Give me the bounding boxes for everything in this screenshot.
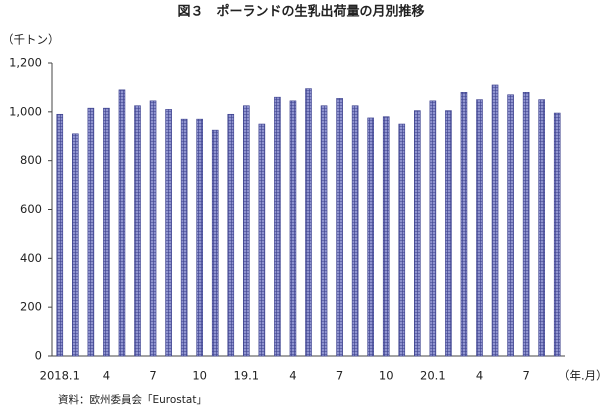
- x-tick-label: 19.1: [234, 369, 260, 383]
- bar: [429, 100, 437, 357]
- bar: [180, 118, 188, 357]
- bar: [414, 110, 421, 357]
- x-tick-label: 10: [379, 369, 394, 383]
- bar: [149, 100, 157, 357]
- bar: [243, 105, 250, 357]
- bar: [134, 105, 141, 357]
- bar: [103, 107, 110, 357]
- bar: [382, 116, 390, 357]
- x-tick-label: 4: [103, 369, 110, 383]
- x-tick-label: 4: [289, 369, 296, 383]
- bar: [491, 84, 499, 357]
- y-tick-label: 800: [20, 153, 42, 167]
- bar: [553, 112, 561, 357]
- bar: [196, 118, 203, 357]
- bar: [507, 94, 514, 357]
- chart-title: 図３ ポーランドの生乳出荷量の月別推移: [177, 4, 424, 20]
- bar: [274, 96, 281, 357]
- bar: [72, 133, 79, 357]
- bar: [56, 113, 64, 357]
- bar: [336, 98, 343, 357]
- x-tick-label: 7: [522, 369, 529, 383]
- y-tick-label: 1,000: [9, 104, 42, 118]
- bar: [165, 109, 172, 357]
- y-axis-label: （千トン）: [2, 33, 60, 47]
- bar: [367, 117, 374, 357]
- y-tick-label: 400: [20, 251, 42, 265]
- bar: [305, 88, 312, 357]
- x-tick-label: 10: [192, 369, 207, 383]
- bar: [211, 129, 219, 357]
- source-note: 資料：欧州委員会「Eurostat」: [58, 393, 207, 406]
- x-axis-label: （年.月）: [558, 369, 603, 383]
- x-tick-label: 20.1: [420, 369, 446, 383]
- y-tick-label: 600: [20, 202, 42, 216]
- y-tick-label: 1,200: [9, 56, 42, 70]
- bar: [445, 110, 452, 357]
- bar: [538, 99, 545, 357]
- x-tick-label: 4: [476, 369, 483, 383]
- bar: [227, 113, 235, 357]
- bar: [476, 99, 483, 357]
- x-tick-label: 7: [149, 369, 156, 383]
- bar: [320, 105, 328, 357]
- bar: [118, 89, 126, 357]
- bar: [289, 100, 297, 357]
- bar: [258, 123, 266, 357]
- y-tick-label: 0: [35, 349, 42, 363]
- bar: [522, 92, 530, 357]
- bar: [460, 92, 468, 357]
- bar: [87, 107, 95, 357]
- bar: [398, 123, 406, 357]
- x-tick-label: 7: [336, 369, 343, 383]
- y-tick-label: 200: [20, 300, 42, 314]
- x-tick-label: 2018.1: [40, 369, 80, 383]
- bar: [351, 105, 359, 357]
